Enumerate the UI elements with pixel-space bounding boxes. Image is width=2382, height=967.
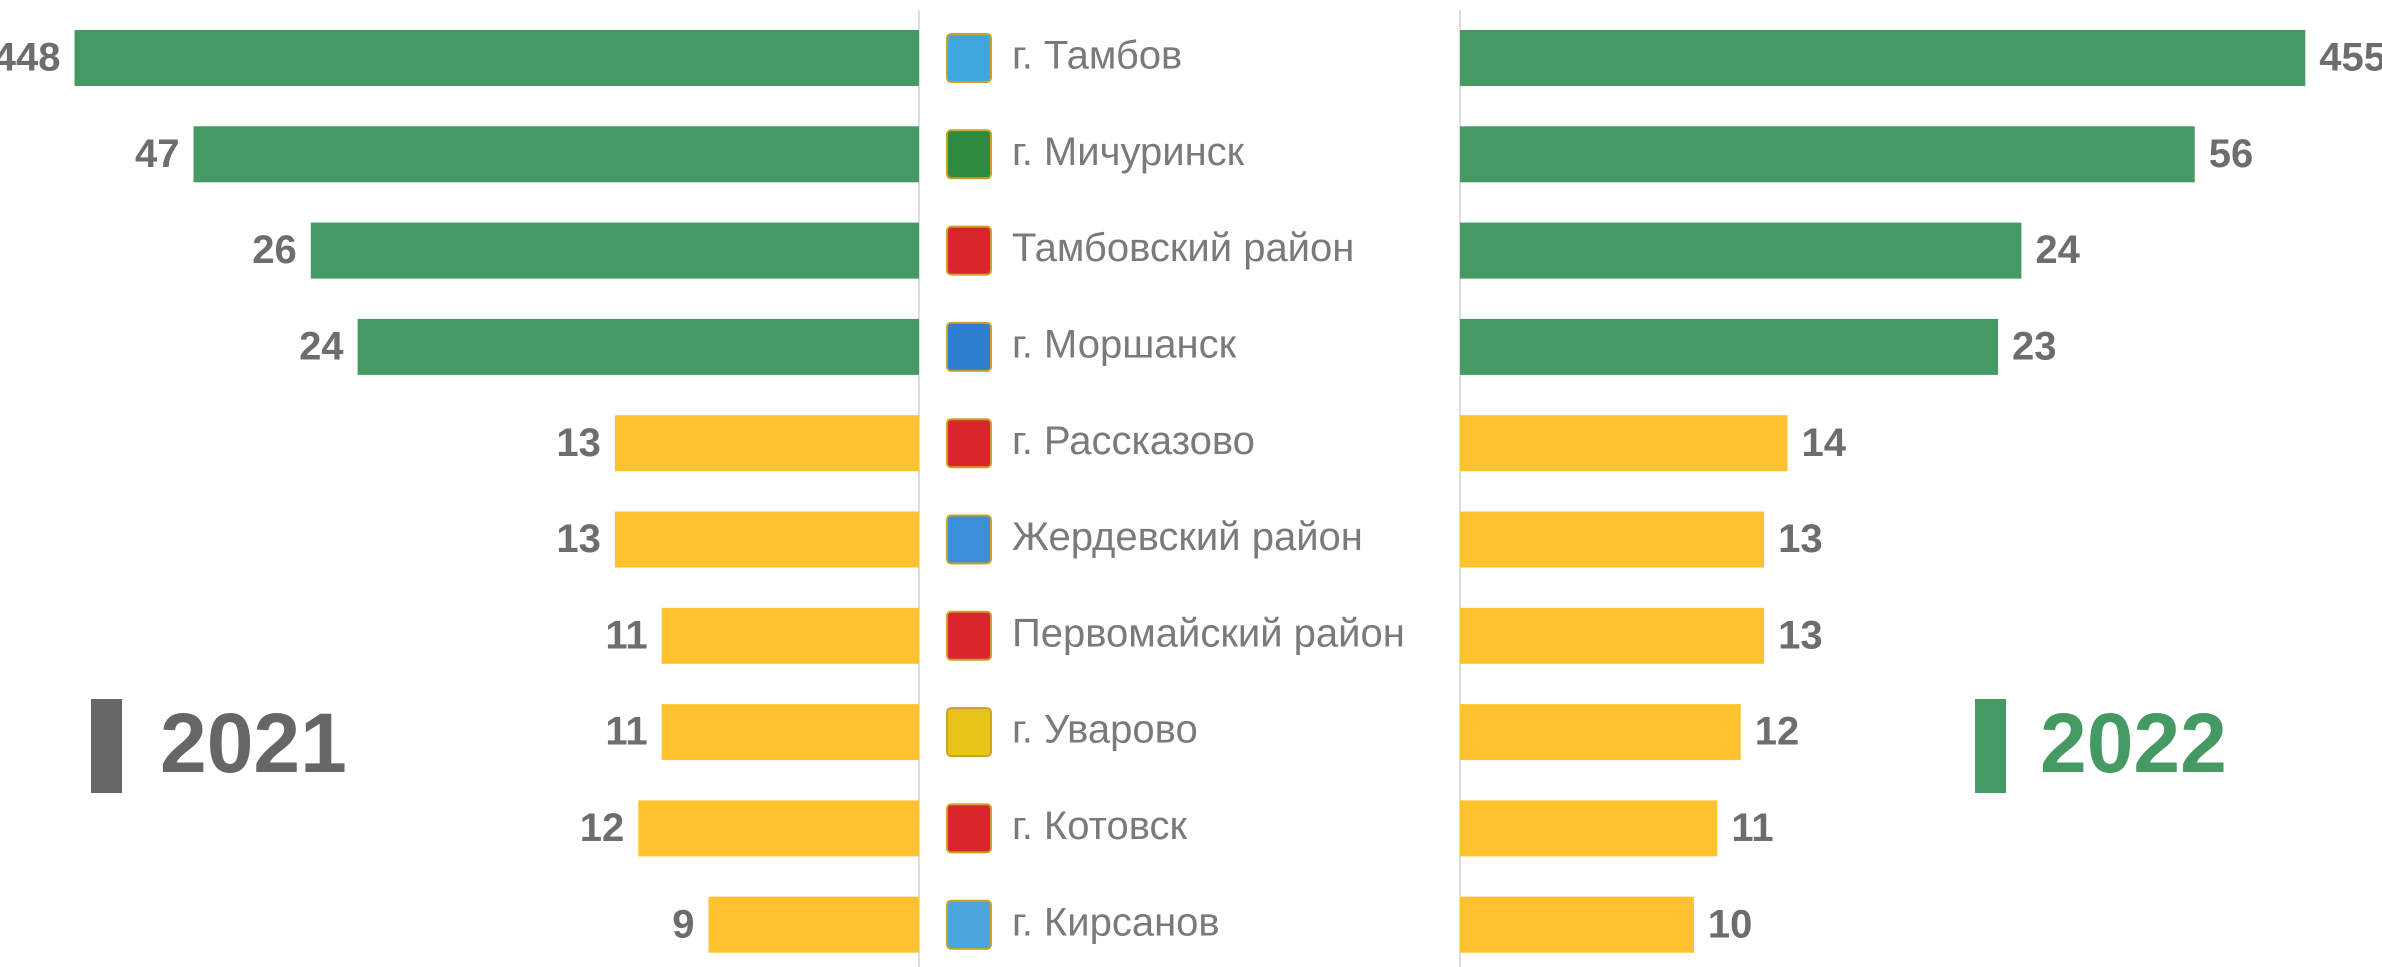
coat-of-arms [946, 418, 992, 469]
bar [1460, 318, 1999, 375]
value-label: 10 [1708, 902, 1753, 946]
coat-of-arms [946, 803, 992, 854]
value-label: 11 [605, 613, 647, 657]
value-label: 56 [2209, 132, 2254, 176]
category-label: г. Уварово [1012, 708, 1198, 752]
value-label: 13 [1778, 517, 1823, 561]
coat-of-arms [946, 321, 992, 372]
category-label: г. Тамбов [1012, 34, 1182, 78]
bar [357, 318, 919, 375]
bar [1460, 896, 1694, 953]
category-label: г. Мичуринск [1012, 130, 1245, 174]
legend-label: 2022 [2040, 696, 2227, 790]
value-label: 13 [1778, 613, 1823, 657]
coat-of-arms [946, 899, 992, 950]
value-label: 11 [605, 710, 647, 754]
bar [1460, 511, 1765, 568]
bar [310, 222, 920, 279]
category-label: г. Котовск [1012, 804, 1188, 848]
coat-of-arms [946, 707, 992, 758]
bar [1460, 607, 1765, 664]
category-label: Жердевский район [1012, 515, 1363, 559]
bar [638, 800, 919, 857]
bar [1460, 126, 2195, 183]
legend-label: 2021 [160, 696, 347, 790]
coat-of-arms [946, 610, 992, 661]
value-label: 12 [1755, 710, 1800, 754]
bar [74, 30, 920, 86]
coat-of-arms [946, 129, 992, 180]
coat-of-arms [946, 33, 992, 83]
bar [1460, 222, 2022, 279]
value-label: 26 [252, 228, 297, 272]
bar [661, 607, 919, 664]
value-label: 24 [2035, 228, 2080, 272]
bar [1460, 704, 1741, 761]
value-label: 13 [556, 421, 601, 465]
value-label: 14 [1801, 421, 1846, 465]
category-label: Тамбовский район [1012, 226, 1354, 270]
legend-swatch [91, 699, 122, 793]
bar [708, 896, 919, 953]
bar [614, 415, 919, 472]
coat-of-arms [946, 225, 992, 276]
value-label: 23 [2012, 324, 2057, 368]
value-label: 11 [1731, 806, 1773, 850]
category-label: г. Моршанск [1012, 322, 1237, 366]
value-label: 448 [0, 36, 61, 80]
bar [661, 704, 919, 761]
bar [193, 126, 919, 183]
bar [614, 511, 919, 568]
value-label: 24 [299, 324, 344, 368]
category-label: г. Кирсанов [1012, 900, 1220, 944]
coat-of-arms [946, 514, 992, 565]
value-label: 12 [580, 806, 625, 850]
legend-swatch [1975, 699, 2006, 793]
value-label: 9 [672, 902, 694, 946]
value-label: 13 [556, 517, 601, 561]
bar [1460, 800, 1718, 857]
bar [1460, 30, 2306, 86]
category-label: г. Рассказово [1012, 419, 1255, 463]
value-label: 455 [2319, 36, 2382, 80]
bar [1460, 415, 1788, 472]
value-label: 47 [135, 132, 180, 176]
category-label: Первомайский район [1012, 611, 1405, 655]
